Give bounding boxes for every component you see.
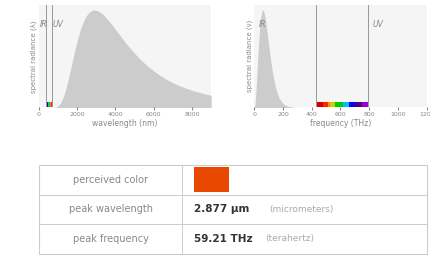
Text: UV: UV — [52, 20, 63, 29]
Text: 2.877 µm: 2.877 µm — [194, 204, 249, 214]
Text: peak wavelength: peak wavelength — [68, 204, 152, 214]
Text: (micrometers): (micrometers) — [269, 205, 333, 214]
Bar — [330, 102, 334, 107]
Bar — [361, 102, 367, 107]
Bar — [46, 102, 47, 107]
Y-axis label: spectral radiance (ν): spectral radiance (ν) — [246, 20, 252, 92]
Bar — [348, 102, 354, 107]
Text: (terahertz): (terahertz) — [265, 234, 314, 243]
Bar — [47, 102, 48, 107]
Text: peak frequency: peak frequency — [72, 234, 148, 244]
Text: perceived color: perceived color — [73, 175, 148, 185]
Text: IR: IR — [39, 20, 47, 29]
X-axis label: wavelength (nm): wavelength (nm) — [92, 119, 157, 128]
Text: IR: IR — [258, 20, 265, 29]
Bar — [354, 102, 361, 107]
Text: UV: UV — [371, 20, 382, 29]
Text: 59.21 THz: 59.21 THz — [194, 234, 252, 244]
Y-axis label: spectral radiance (λ): spectral radiance (λ) — [31, 20, 37, 92]
Bar — [194, 167, 228, 192]
X-axis label: frequency (THz): frequency (THz) — [309, 119, 370, 128]
Bar — [327, 102, 330, 107]
Bar — [322, 102, 327, 107]
Bar — [50, 102, 51, 107]
Bar — [48, 102, 49, 107]
Bar — [343, 102, 348, 107]
Bar — [334, 102, 343, 107]
Bar — [315, 102, 322, 107]
FancyBboxPatch shape — [39, 165, 426, 254]
Bar — [51, 102, 52, 107]
